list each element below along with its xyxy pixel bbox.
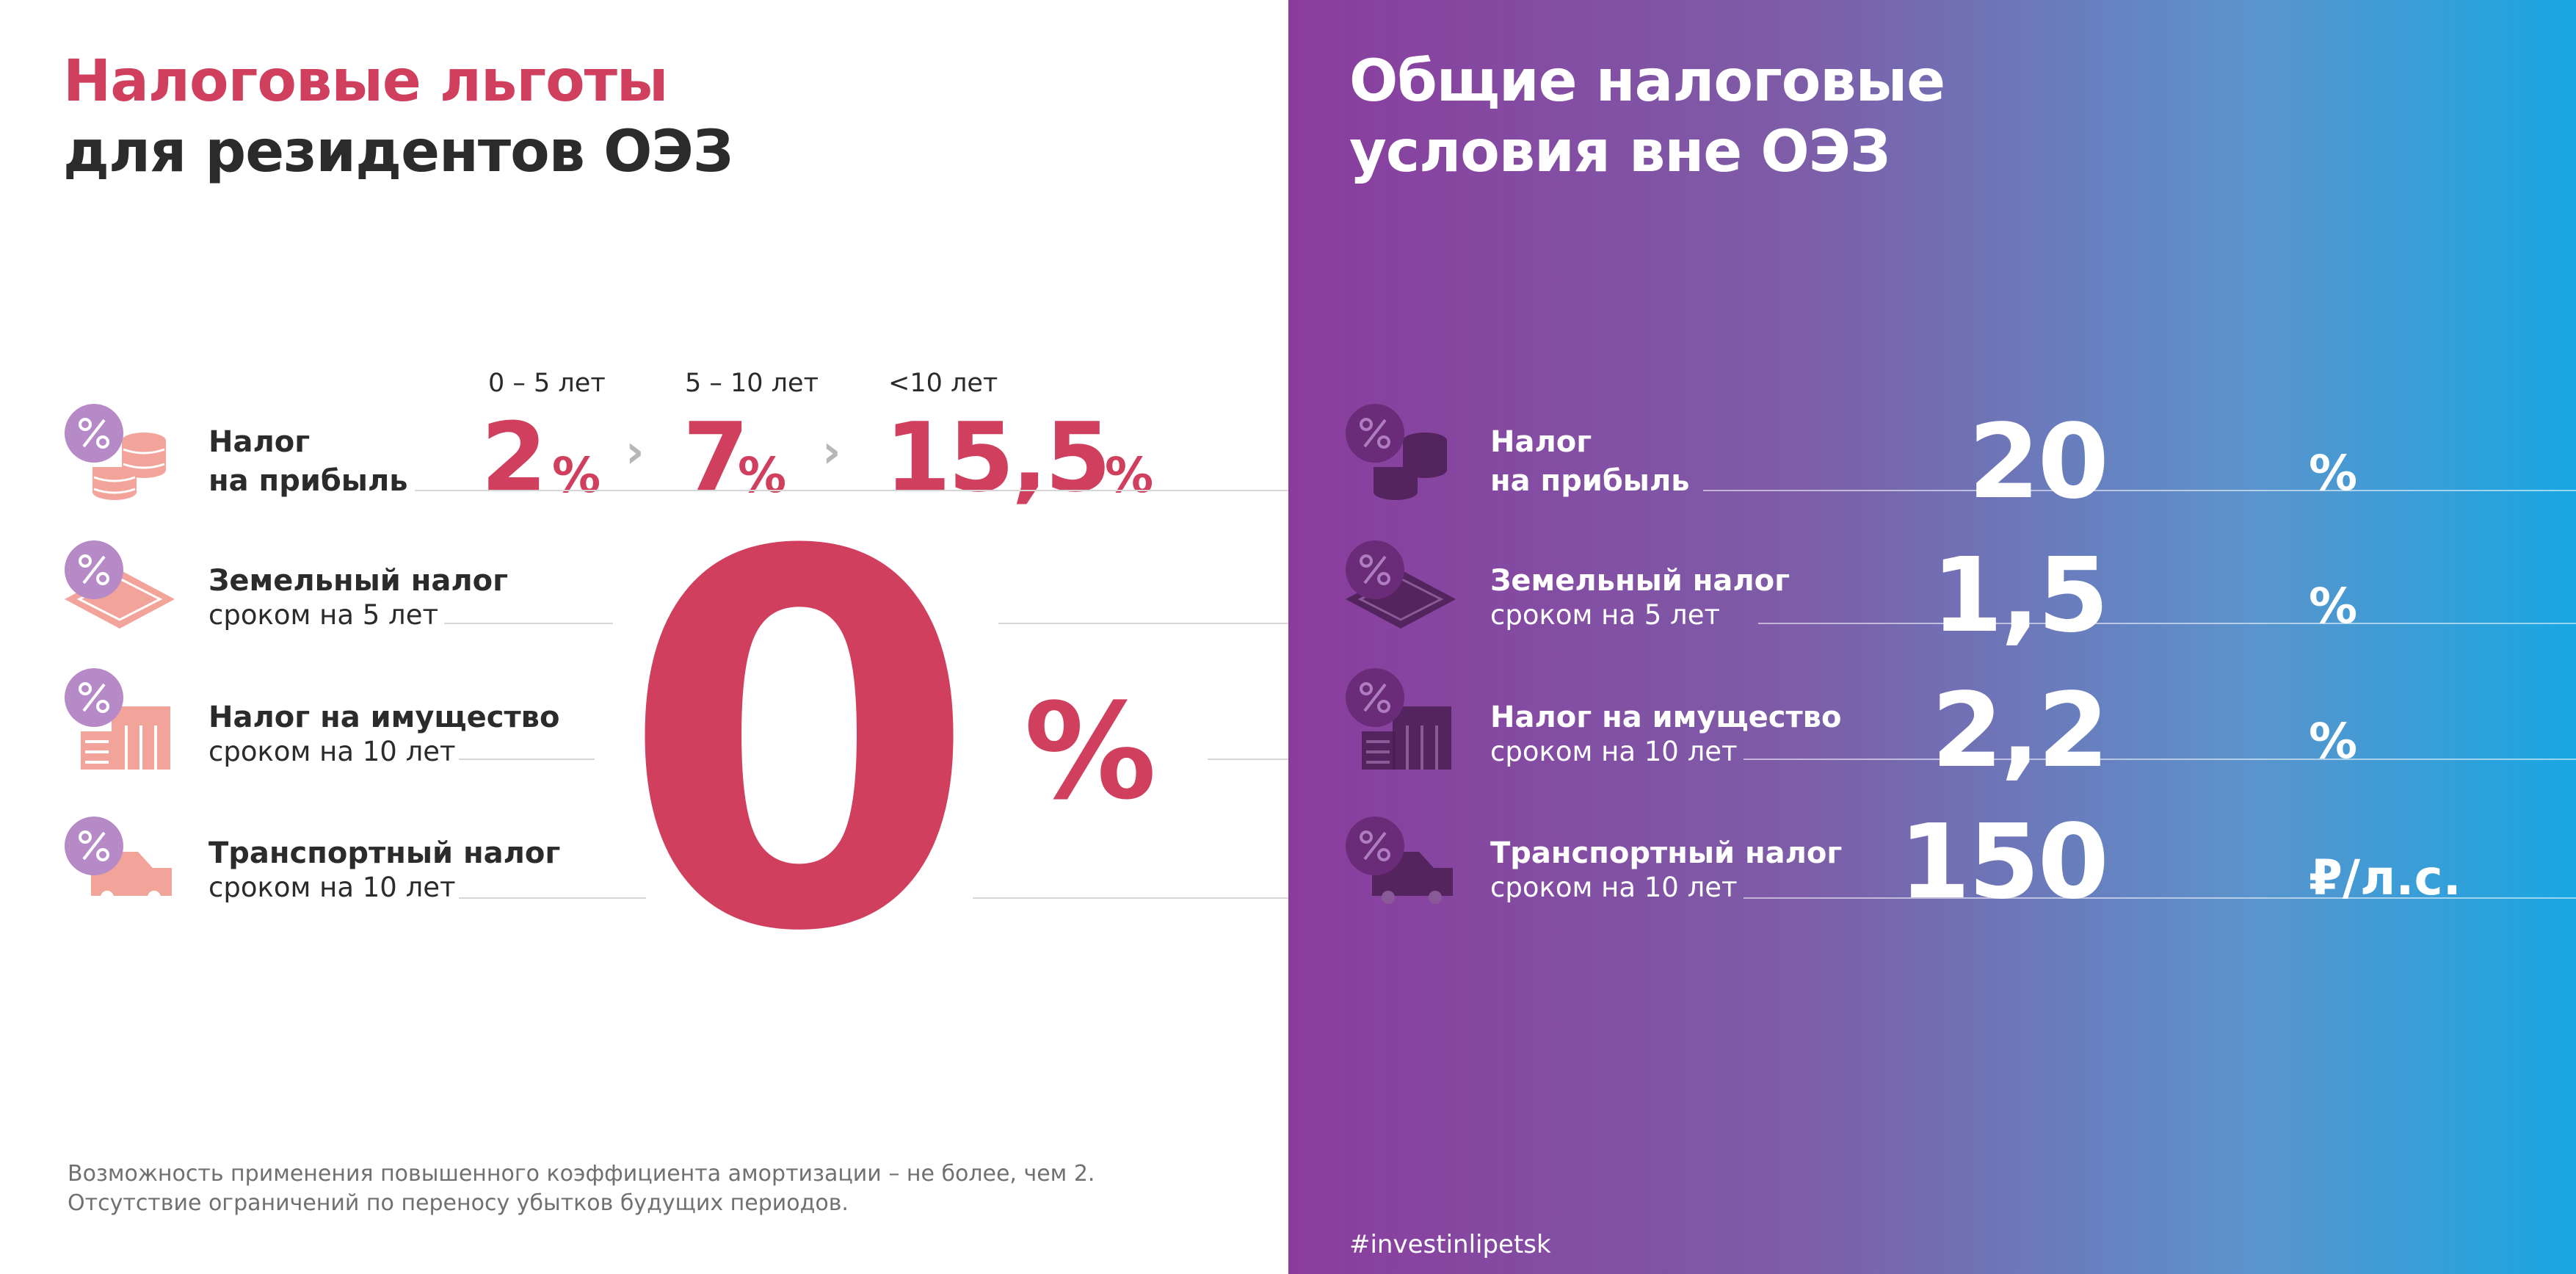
left-row3-sub: сроком на 10 лет — [208, 736, 456, 767]
chevron-right-icon: › — [822, 424, 841, 478]
divider-line — [1744, 759, 2576, 760]
divider-line — [459, 897, 646, 899]
left-title-line2: для резидентов ОЭЗ — [63, 119, 733, 185]
left-row2-sub: сроком на 5 лет — [208, 599, 439, 631]
land-percent-icon — [1346, 540, 1456, 636]
divider-line — [459, 759, 595, 760]
coins-percent-icon — [65, 402, 175, 505]
period-5-10: 5 – 10 лет — [685, 369, 819, 398]
right-row1-label2: на прибыль — [1490, 464, 1690, 498]
right-row4-unit: ₽/л.с. — [2309, 850, 2461, 906]
profit-rate-3-unit: % — [1105, 447, 1154, 504]
right-row1-label: Налог — [1490, 425, 1592, 459]
left-row1-label: Налог — [208, 425, 311, 459]
period-over-10: <10 лет — [888, 369, 998, 398]
left-row4-label: Транспортный налог — [208, 836, 561, 870]
right-title-line1: Общие налоговые — [1349, 48, 1945, 115]
right-row2-value: 1,5 — [1931, 536, 2109, 656]
left-title-line1: Налоговые льготы — [63, 48, 668, 115]
divider-line — [444, 623, 613, 624]
right-row2-label: Земельный налог — [1490, 564, 1790, 598]
right-row3-value: 2,2 — [1931, 671, 2109, 791]
building-percent-icon — [65, 668, 175, 771]
right-title-line2: условия вне ОЭЗ — [1349, 119, 1890, 185]
right-row4-sub: сроком на 10 лет — [1490, 872, 1738, 903]
land-percent-icon — [65, 540, 175, 636]
profit-rate-2-unit: % — [738, 447, 787, 504]
hashtag: #investinlipetsk — [1349, 1230, 1551, 1259]
right-row3-label: Налог на имущество — [1490, 701, 1842, 734]
footnote-line2: Отсутствие ограничений по переносу убытк… — [68, 1190, 849, 1216]
divider-line — [1744, 897, 2576, 899]
right-row1-unit: % — [2309, 445, 2358, 502]
divider-line — [1758, 623, 2576, 624]
right-row4-label: Транспортный налог — [1490, 836, 1843, 870]
truck-percent-icon — [1346, 817, 1456, 905]
profit-rate-2-value: 7 — [683, 402, 749, 513]
footnote-line1: Возможность применения повышенного коэфф… — [68, 1161, 1095, 1187]
right-row2-unit: % — [2309, 578, 2358, 634]
profit-rate-3-value: 15,5 — [885, 402, 1111, 513]
building-percent-icon — [1346, 668, 1456, 771]
coins-percent-icon — [1346, 402, 1456, 505]
period-0-5: 0 – 5 лет — [488, 369, 606, 398]
divider-line — [1208, 759, 1288, 760]
truck-percent-icon — [65, 817, 175, 905]
right-row3-sub: сроком на 10 лет — [1490, 736, 1738, 767]
profit-rate-1-unit: % — [552, 447, 601, 504]
divider-line — [415, 490, 1288, 491]
divider-line — [998, 623, 1288, 624]
left-row3-label: Налог на имущество — [208, 701, 560, 734]
chevron-right-icon: › — [625, 424, 645, 478]
divider-line — [973, 897, 1288, 899]
zero-unit: % — [1024, 676, 1157, 829]
right-row1-value: 20 — [1968, 402, 2109, 522]
profit-rate-1-value: 2 — [481, 402, 547, 513]
left-row2-label: Земельный налог — [208, 564, 509, 598]
right-row4-value: 150 — [1898, 803, 2109, 922]
divider-line — [1703, 490, 2576, 491]
right-row2-sub: сроком на 5 лет — [1490, 599, 1721, 631]
zero-value: 0 — [620, 446, 978, 1044]
left-row1-label2: на прибыль — [208, 464, 408, 498]
left-row4-sub: сроком на 10 лет — [208, 872, 456, 903]
right-panel: Общие налоговые условия вне ОЭЗ Налог на — [1288, 0, 2576, 1274]
right-row3-unit: % — [2309, 713, 2358, 770]
left-panel: Налоговые льготы для резидентов ОЭЗ 0 – … — [63, 48, 1288, 1216]
